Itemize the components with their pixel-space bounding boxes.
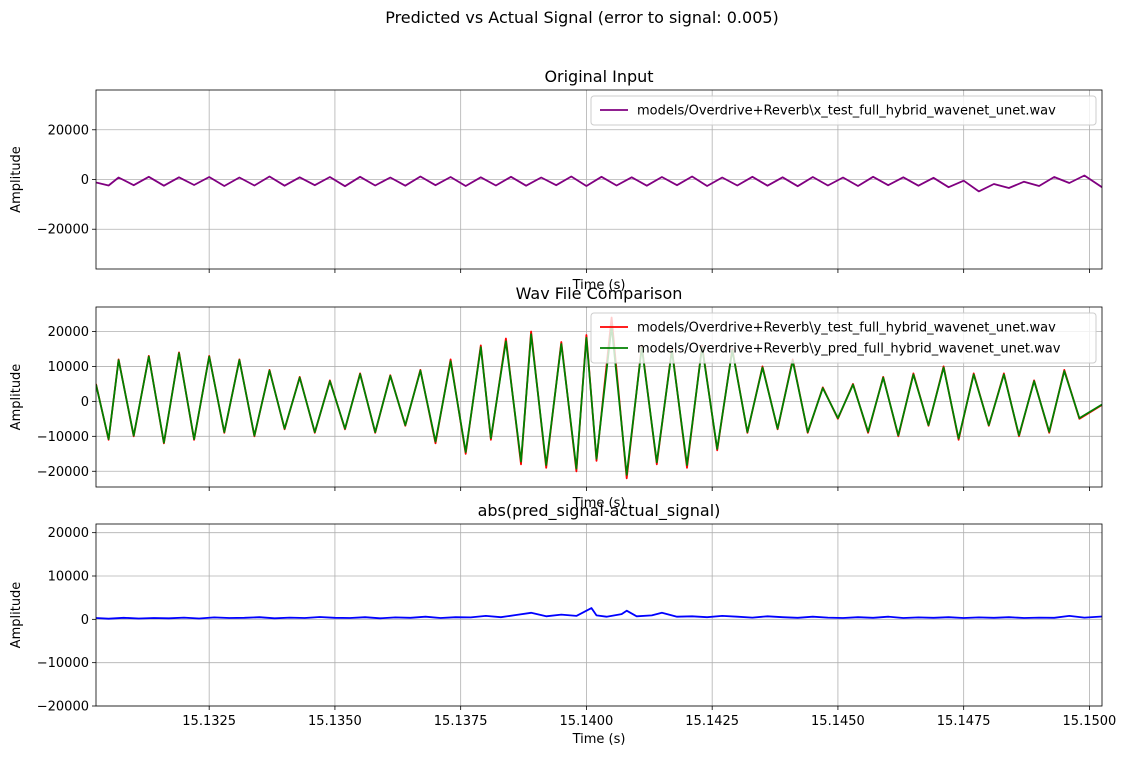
y-tick-label: 20000 [48, 325, 89, 340]
x-tick-label: 15.1425 [685, 714, 739, 729]
y-tick-label: 0 [81, 613, 89, 628]
y-axis-label: Amplitude [9, 364, 24, 431]
x-tick-label: 15.1350 [308, 714, 362, 729]
x-axis-label: Time (s) [572, 732, 626, 747]
x-tick-label: 15.1325 [182, 714, 236, 729]
x-tick-label: 15.1450 [811, 714, 865, 729]
legend-label: models/Overdrive+Reverb\y_pred_full_hybr… [637, 342, 1061, 357]
x-tick-label: 15.1375 [434, 714, 488, 729]
legend-label: models/Overdrive+Reverb\y_test_full_hybr… [637, 321, 1056, 336]
subplot-title: Wav File Comparison [516, 284, 683, 303]
legend-label: models/Overdrive+Reverb\x_test_full_hybr… [637, 104, 1056, 119]
y-tick-label: −10000 [37, 656, 89, 671]
subplot-title: abs(pred_signal-actual_signal) [478, 501, 721, 521]
y-tick-label: 20000 [48, 526, 89, 541]
x-tick-label: 15.1500 [1063, 714, 1117, 729]
y-tick-label: −10000 [37, 430, 89, 445]
y-tick-label: 0 [81, 173, 89, 188]
x-tick-label: 15.1475 [937, 714, 991, 729]
y-tick-label: 10000 [48, 570, 89, 585]
y-tick-label: −20000 [37, 223, 89, 238]
legend: models/Overdrive+Reverb\x_test_full_hybr… [591, 96, 1096, 125]
y-tick-label: 10000 [48, 360, 89, 375]
y-axis-label: Amplitude [9, 146, 24, 213]
figure-suptitle: Predicted vs Actual Signal (error to sig… [385, 8, 779, 27]
legend: models/Overdrive+Reverb\y_test_full_hybr… [591, 313, 1096, 363]
x-tick-label: 15.1400 [560, 714, 614, 729]
y-tick-label: 20000 [48, 123, 89, 138]
y-axis-label: Amplitude [9, 582, 24, 649]
y-tick-label: −20000 [37, 700, 89, 715]
y-tick-label: −20000 [37, 465, 89, 480]
subplot-title: Original Input [544, 67, 653, 86]
y-tick-label: 0 [81, 395, 89, 410]
